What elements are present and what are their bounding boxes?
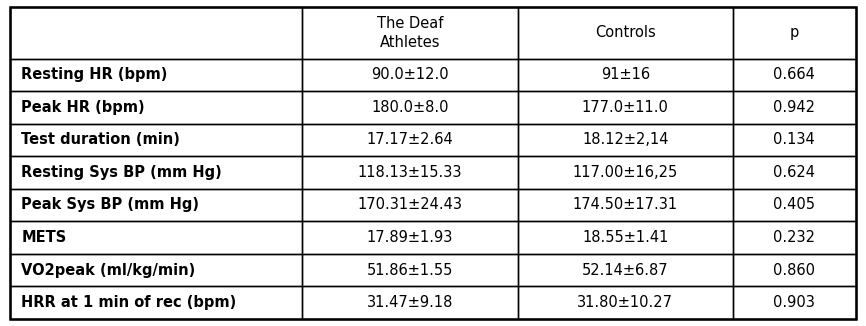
Text: METS: METS [22, 230, 67, 245]
Text: 0.134: 0.134 [773, 132, 815, 147]
Text: Test duration (min): Test duration (min) [22, 132, 180, 147]
Bar [733, 221, 856, 254]
Text: Resting HR (bpm): Resting HR (bpm) [22, 67, 168, 82]
Bar [302, 156, 518, 189]
Bar [302, 254, 518, 286]
Bar [733, 254, 856, 286]
Bar [518, 254, 733, 286]
Bar [302, 124, 518, 156]
Text: The Deaf
Athletes: The Deaf Athletes [377, 16, 443, 50]
Bar [10, 156, 302, 189]
Bar [10, 124, 302, 156]
Text: Peak HR (bpm): Peak HR (bpm) [22, 100, 145, 115]
Text: 177.0±11.0: 177.0±11.0 [582, 100, 669, 115]
Text: p: p [790, 25, 799, 40]
Bar [518, 7, 733, 59]
Bar [733, 156, 856, 189]
Bar [10, 91, 302, 124]
Bar [518, 286, 733, 319]
Text: 91±16: 91±16 [601, 67, 650, 82]
Bar [518, 59, 733, 91]
Bar [733, 59, 856, 91]
Bar [10, 7, 302, 59]
Text: 17.89±1.93: 17.89±1.93 [366, 230, 453, 245]
Text: 0.624: 0.624 [773, 165, 815, 180]
Text: VO2peak (ml/kg/min): VO2peak (ml/kg/min) [22, 262, 196, 277]
Text: 0.942: 0.942 [773, 100, 815, 115]
Bar [302, 189, 518, 221]
Text: 18.55±1.41: 18.55±1.41 [582, 230, 669, 245]
Bar [518, 221, 733, 254]
Bar [10, 189, 302, 221]
Text: 180.0±8.0: 180.0±8.0 [371, 100, 449, 115]
Text: 90.0±12.0: 90.0±12.0 [371, 67, 449, 82]
Bar [302, 221, 518, 254]
Bar [10, 59, 302, 91]
Bar [302, 7, 518, 59]
Bar [302, 59, 518, 91]
Bar [733, 7, 856, 59]
Bar [518, 124, 733, 156]
Text: Peak Sys BP (mm Hg): Peak Sys BP (mm Hg) [22, 198, 199, 213]
Bar [733, 124, 856, 156]
Bar [10, 254, 302, 286]
Text: 17.17±2.64: 17.17±2.64 [366, 132, 453, 147]
Text: HRR at 1 min of rec (bpm): HRR at 1 min of rec (bpm) [22, 295, 236, 310]
Bar [518, 156, 733, 189]
Text: 0.664: 0.664 [773, 67, 815, 82]
Bar [733, 286, 856, 319]
Text: 0.860: 0.860 [773, 262, 815, 277]
Text: 118.13±15.33: 118.13±15.33 [358, 165, 462, 180]
Bar [518, 189, 733, 221]
Text: Resting Sys BP (mm Hg): Resting Sys BP (mm Hg) [22, 165, 223, 180]
Text: 0.232: 0.232 [773, 230, 815, 245]
Text: 170.31±24.43: 170.31±24.43 [358, 198, 462, 213]
Text: 18.12±2,14: 18.12±2,14 [582, 132, 669, 147]
Bar [302, 91, 518, 124]
Bar [518, 91, 733, 124]
Bar [10, 221, 302, 254]
Text: Controls: Controls [595, 25, 656, 40]
Bar [10, 286, 302, 319]
Text: 174.50±17.31: 174.50±17.31 [572, 198, 678, 213]
Text: 31.47±9.18: 31.47±9.18 [366, 295, 453, 310]
Text: 0.405: 0.405 [773, 198, 815, 213]
Bar [733, 189, 856, 221]
Text: 52.14±6.87: 52.14±6.87 [582, 262, 669, 277]
Text: 31.80±10.27: 31.80±10.27 [578, 295, 673, 310]
Text: 117.00±16,25: 117.00±16,25 [572, 165, 678, 180]
Text: 51.86±1.55: 51.86±1.55 [366, 262, 453, 277]
Text: 0.903: 0.903 [773, 295, 815, 310]
Bar [733, 91, 856, 124]
Bar [302, 286, 518, 319]
